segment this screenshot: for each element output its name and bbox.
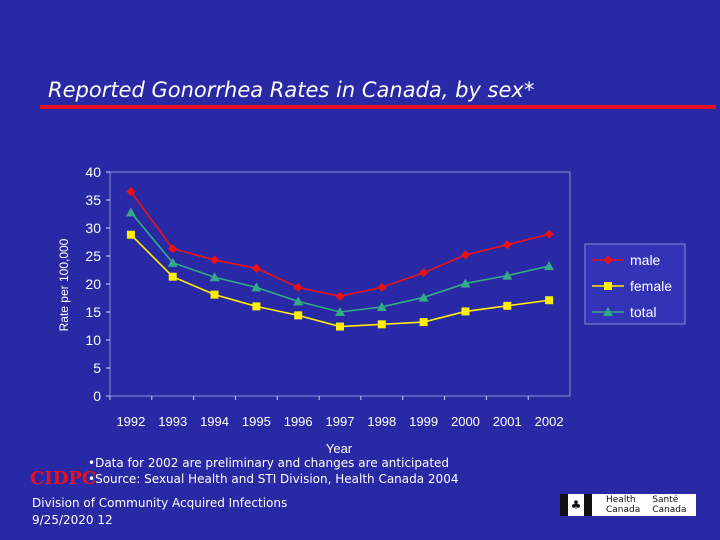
x-tick-label: 1994 — [200, 414, 229, 429]
data-point-male — [544, 229, 554, 239]
health-canada-badge: ♣ Health Canada Santé Canada — [560, 494, 696, 516]
y-tick-label: 0 — [93, 388, 101, 404]
title-underline — [40, 105, 716, 109]
data-point-female — [168, 272, 177, 281]
data-point-total — [251, 282, 262, 292]
legend-label-female: female — [630, 278, 672, 294]
footnotes: •Data for 2002 are preliminary and chang… — [88, 455, 458, 487]
data-point-total — [293, 296, 304, 306]
y-tick-label: 5 — [93, 360, 101, 376]
data-point-total — [502, 270, 513, 280]
slide-title: Reported Gonorrhea Rates in Canada, by s… — [48, 78, 535, 102]
data-point-male — [377, 282, 387, 292]
x-tick-label: 1999 — [409, 414, 438, 429]
canada-flag-icon: ♣ — [560, 494, 592, 516]
slide-date-number: 9/25/2020 12 — [32, 513, 113, 527]
x-axis-label: Year — [326, 441, 353, 456]
x-tick-label: 2002 — [535, 414, 564, 429]
x-tick-label: 1996 — [284, 414, 313, 429]
cidpc-logo: CIDPC — [30, 468, 97, 489]
x-tick-label: 1998 — [367, 414, 396, 429]
data-point-total — [418, 292, 429, 302]
data-point-total — [209, 272, 220, 282]
data-point-total — [376, 301, 387, 311]
y-axis-label: Rate per 100,000 — [57, 238, 71, 331]
data-point-female — [503, 301, 512, 310]
x-tick-label: 2001 — [493, 414, 522, 429]
x-tick-label: 2000 — [451, 414, 480, 429]
badge-english: Health Canada — [606, 495, 641, 515]
data-point-male — [126, 187, 136, 197]
chart-series — [125, 187, 555, 331]
data-point-female — [419, 318, 428, 327]
data-point-female — [252, 302, 261, 311]
legend-label-total: total — [630, 304, 656, 320]
legend-marker-female — [604, 282, 612, 290]
data-point-male — [168, 244, 178, 254]
x-tick-label: 1995 — [242, 414, 271, 429]
y-tick-label: 10 — [85, 332, 101, 348]
division-info: Division of Community Acquired Infection… — [32, 495, 287, 529]
data-point-female — [336, 322, 344, 331]
data-point-total — [167, 257, 178, 267]
data-point-male — [460, 250, 470, 260]
chart-legend: male female total — [584, 243, 686, 325]
data-point-female — [210, 290, 219, 299]
data-point-male — [210, 255, 220, 265]
data-point-female — [461, 307, 470, 316]
data-point-female — [545, 296, 554, 305]
y-tick-label: 15 — [85, 304, 101, 320]
division-name: Division of Community Acquired Infection… — [32, 496, 288, 510]
data-point-total — [335, 307, 345, 316]
plot-area — [109, 171, 571, 397]
footnote-source: •Source: Sexual Health and STI Division,… — [88, 472, 459, 486]
data-point-total — [460, 278, 471, 288]
data-point-male — [251, 263, 261, 273]
x-tick-label: 1993 — [158, 414, 187, 429]
badge-french: Santé Canada — [652, 495, 687, 515]
y-tick-label: 20 — [85, 276, 101, 292]
series-female — [126, 230, 554, 331]
chart-axes: 0 5 10 15 20 25 30 35 40 1992 1993 1994 1995 1996 1997… — [85, 164, 571, 429]
data-point-female — [377, 320, 386, 329]
x-tick-label: 1997 — [326, 414, 355, 429]
legend-box — [584, 243, 686, 325]
footnote-preliminary: •Data for 2002 are preliminary and chang… — [88, 456, 450, 470]
y-tick-label: 25 — [85, 248, 101, 264]
data-point-male — [419, 268, 429, 278]
data-point-male — [335, 291, 345, 301]
series-male — [126, 187, 554, 301]
legend-label-male: male — [630, 252, 661, 268]
data-point-total — [125, 207, 136, 217]
legend-marker-total — [603, 307, 613, 316]
y-tick-label: 35 — [85, 192, 101, 208]
y-tick-label: 30 — [85, 220, 101, 236]
y-tick-label: 40 — [85, 164, 101, 180]
data-point-total — [544, 261, 555, 271]
legend-marker-male — [603, 255, 613, 265]
data-point-male — [502, 240, 512, 250]
data-point-female — [294, 311, 303, 320]
data-point-female — [126, 230, 135, 239]
x-tick-label: 1992 — [116, 414, 145, 429]
series-line-male — [130, 191, 550, 298]
series-total — [125, 207, 555, 316]
data-point-male — [293, 282, 303, 292]
maple-leaf-icon: ♣ — [568, 494, 584, 516]
